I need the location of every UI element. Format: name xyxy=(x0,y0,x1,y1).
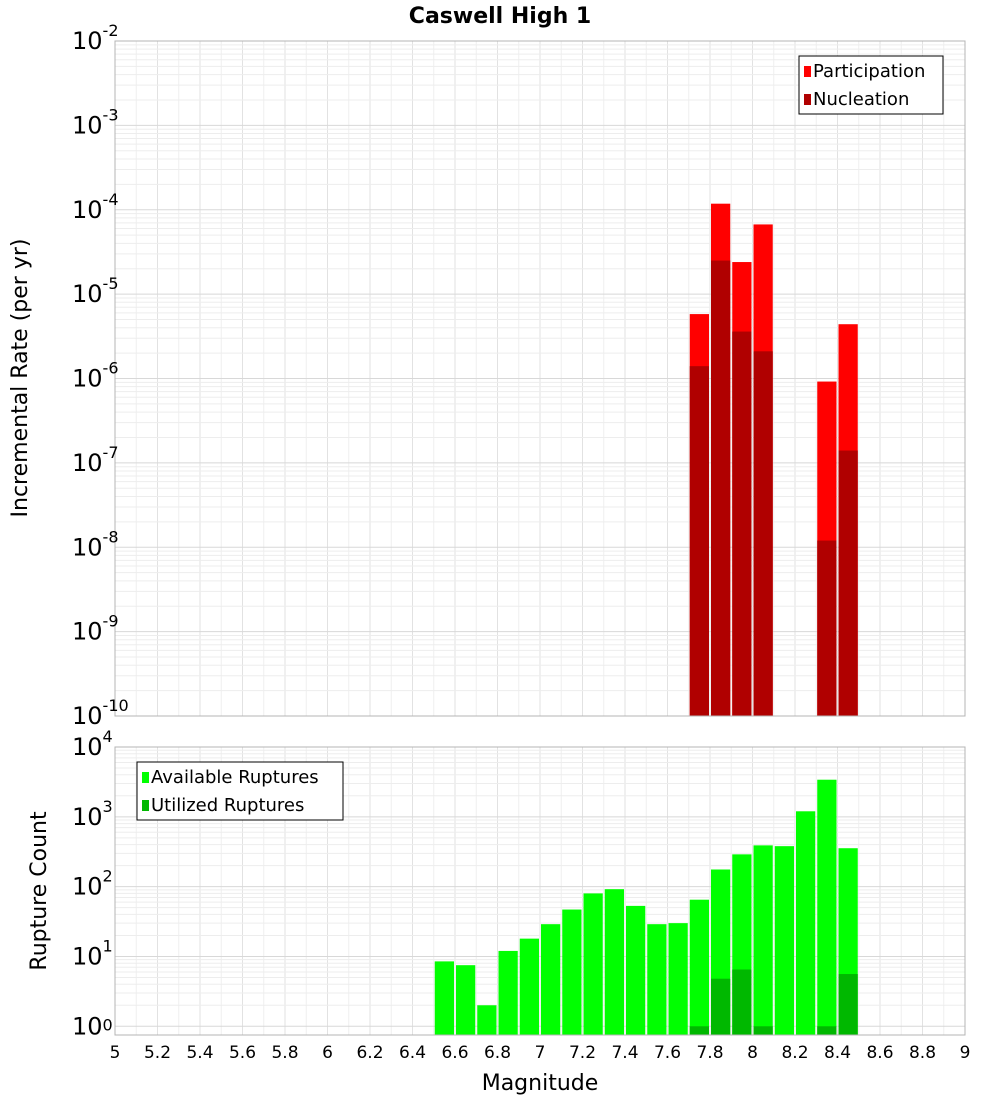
top-y-tick-label: 10-10 xyxy=(72,696,129,730)
bottom-y-tick-label: 104 xyxy=(72,727,113,761)
x-tick-label: 6.6 xyxy=(441,1043,468,1063)
available-ruptures-bar xyxy=(647,924,667,1035)
nucleation-bar xyxy=(689,366,709,716)
utilized-ruptures-bar xyxy=(817,1026,837,1035)
bottom-y-axis-label: Rupture Count xyxy=(27,811,52,971)
available-ruptures-bar xyxy=(668,923,688,1035)
x-tick-label: 5.4 xyxy=(186,1043,213,1063)
available-ruptures-bar xyxy=(753,845,773,1035)
x-tick-label: 8.4 xyxy=(824,1043,851,1063)
bottom-y-tick-label: 103 xyxy=(72,797,113,831)
x-tick-label: 7.8 xyxy=(696,1043,723,1063)
bottom-plot-panel: 100 101 102 103 104 Available Ruptures Utilize… xyxy=(72,727,970,1063)
bottom-legend-box xyxy=(136,761,344,821)
utilized-ruptures-bar xyxy=(732,969,752,1035)
nucleation-bar xyxy=(838,450,858,716)
participation-legend-swatch xyxy=(804,66,811,77)
top-y-tick-label: 10-8 xyxy=(72,527,119,561)
top-plot-frame xyxy=(114,40,966,717)
x-axis-label: Magnitude xyxy=(482,1071,599,1096)
available-ruptures-bar xyxy=(774,846,794,1035)
available-ruptures-bar xyxy=(477,1005,497,1035)
top-plot-panel: 10-10 10-9 10-8 10-7 10-6 10-5 10-4 10-3 10-2 Par… xyxy=(72,21,966,730)
x-tick-label: 8.2 xyxy=(781,1043,808,1063)
x-tick-label: 9 xyxy=(960,1043,971,1063)
available-ruptures-bar xyxy=(498,950,518,1035)
available-ruptures-legend-label: Available Ruptures xyxy=(151,767,319,788)
top-legend-box xyxy=(798,55,944,115)
x-tick-label: 5.6 xyxy=(229,1043,256,1063)
nucleation-bar xyxy=(711,260,731,716)
top-y-tick-label: 10-6 xyxy=(72,359,119,393)
utilized-ruptures-bar xyxy=(711,978,731,1035)
x-tick-label: 7.2 xyxy=(569,1043,596,1063)
available-ruptures-bar xyxy=(541,924,561,1035)
utilized-ruptures-bar xyxy=(838,974,858,1035)
x-tick-label: 7.4 xyxy=(611,1043,638,1063)
available-ruptures-bar xyxy=(434,961,454,1035)
utilized-ruptures-bar xyxy=(689,1026,709,1035)
bottom-y-tick-label: 102 xyxy=(72,867,113,901)
nucleation-legend-label: Nucleation xyxy=(813,89,909,110)
bottom-y-tick-label: 100 xyxy=(72,1012,113,1040)
x-tick-label: 6.2 xyxy=(356,1043,383,1063)
x-tick-label: 8 xyxy=(747,1043,758,1063)
available-ruptures-bar xyxy=(604,889,624,1035)
available-ruptures-bar xyxy=(562,909,582,1035)
available-ruptures-bar xyxy=(689,899,709,1035)
available-ruptures-bar xyxy=(817,779,837,1035)
bottom-plot-frame xyxy=(114,746,966,1036)
available-ruptures-bar xyxy=(583,893,603,1035)
x-tick-label: 7.6 xyxy=(654,1043,681,1063)
available-ruptures-bar xyxy=(796,811,816,1035)
x-tick-label: 8.8 xyxy=(909,1043,936,1063)
x-tick-label: 7 xyxy=(535,1043,546,1063)
utilized-ruptures-legend-swatch xyxy=(142,800,149,811)
nucleation-bar xyxy=(753,351,773,716)
utilized-ruptures-legend-label: Utilized Ruptures xyxy=(151,795,304,816)
x-tick-label: 6.8 xyxy=(484,1043,511,1063)
top-y-tick-label: 10-4 xyxy=(72,190,119,224)
utilized-ruptures-bar xyxy=(753,1026,773,1035)
x-tick-label: 5.8 xyxy=(271,1043,298,1063)
participation-legend-label: Participation xyxy=(813,61,925,82)
chart-title: Caswell High 1 xyxy=(409,4,591,29)
nucleation-legend-swatch xyxy=(804,94,811,105)
nucleation-bar xyxy=(817,540,837,716)
x-tick-label: 6.4 xyxy=(399,1043,426,1063)
top-y-tick-label: 10-7 xyxy=(72,443,119,477)
top-y-tick-label: 10-2 xyxy=(72,21,119,55)
available-ruptures-bar xyxy=(626,905,646,1035)
nucleation-bar xyxy=(732,331,752,716)
x-tick-label: 5 xyxy=(110,1043,121,1063)
x-tick-label: 8.6 xyxy=(866,1043,893,1063)
x-tick-label: 6 xyxy=(322,1043,333,1063)
top-y-tick-label: 10-3 xyxy=(72,105,119,139)
top-y-tick-label: 10-5 xyxy=(72,274,119,308)
top-y-tick-label: 10-9 xyxy=(72,612,119,646)
bottom-y-tick-label: 101 xyxy=(72,936,113,970)
available-ruptures-bar xyxy=(519,938,539,1035)
available-ruptures-legend-swatch xyxy=(142,772,149,783)
available-ruptures-bar xyxy=(456,965,476,1035)
x-tick-label: 5.2 xyxy=(144,1043,171,1063)
top-y-axis-label: Incremental Rate (per yr) xyxy=(8,239,33,518)
